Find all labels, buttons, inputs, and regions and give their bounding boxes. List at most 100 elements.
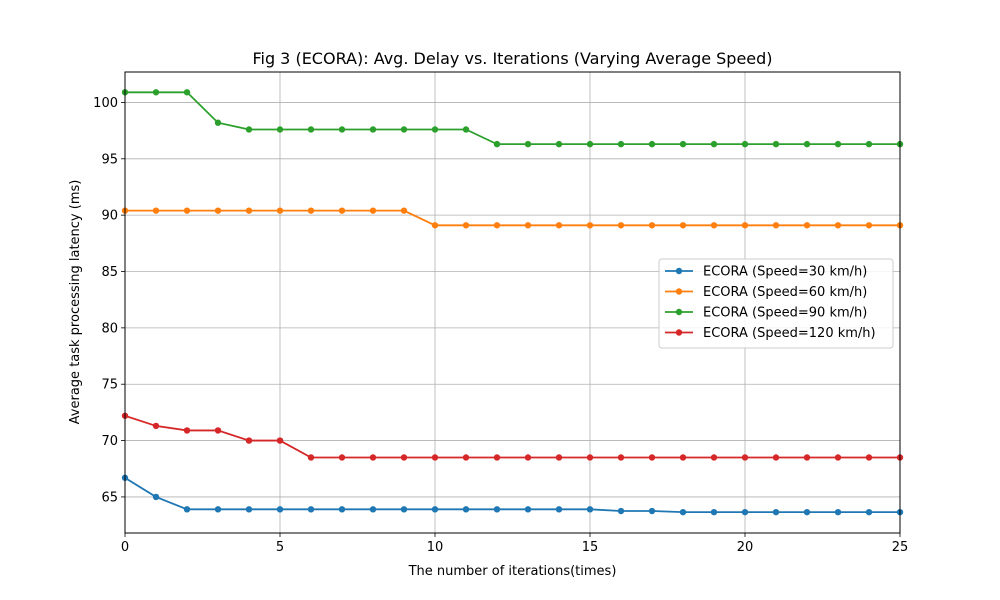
legend-item: ECORA (Speed=30 km/h) bbox=[665, 265, 867, 280]
data-point bbox=[772, 454, 780, 461]
data-point bbox=[834, 222, 842, 229]
data-point bbox=[772, 508, 780, 516]
data-point bbox=[617, 507, 625, 515]
series-1 bbox=[121, 207, 904, 229]
data-point bbox=[586, 222, 594, 229]
data-point bbox=[245, 207, 253, 214]
series-line bbox=[125, 209, 900, 227]
x-tick-label: 5 bbox=[276, 540, 284, 555]
x-tick-label: 0 bbox=[121, 540, 129, 555]
plot-frame bbox=[124, 71, 901, 534]
data-point bbox=[369, 506, 377, 513]
data-point bbox=[741, 140, 749, 148]
data-point bbox=[617, 140, 625, 148]
data-point bbox=[710, 454, 718, 461]
y-tick-label: 100 bbox=[93, 96, 118, 111]
data-point bbox=[803, 140, 811, 148]
legend-label: ECORA (Speed=30 km/h) bbox=[703, 265, 867, 280]
data-point bbox=[865, 222, 873, 229]
y-tick-label: 70 bbox=[101, 434, 118, 449]
legend-marker bbox=[675, 308, 683, 316]
data-point bbox=[245, 126, 253, 133]
x-tick-label: 15 bbox=[582, 540, 599, 555]
data-point bbox=[276, 506, 284, 513]
data-point bbox=[679, 222, 687, 229]
y-tick-label: 75 bbox=[101, 378, 118, 393]
data-point bbox=[307, 506, 315, 513]
data-point bbox=[183, 89, 191, 96]
data-point bbox=[493, 454, 501, 461]
legend-marker bbox=[675, 288, 683, 295]
data-point bbox=[803, 222, 811, 229]
data-point bbox=[555, 222, 563, 229]
data-point bbox=[648, 454, 656, 461]
data-point bbox=[183, 207, 191, 214]
data-point bbox=[710, 508, 718, 516]
legend-label: ECORA (Speed=120 km/h) bbox=[703, 326, 876, 341]
y-axis: 65 70 75 80 85 90 95 100 bbox=[93, 96, 125, 505]
y-tick-label: 65 bbox=[101, 490, 118, 505]
legend-item: ECORA (Speed=60 km/h) bbox=[665, 285, 867, 300]
chart-title: Fig 3 (ECORA): Avg. Delay vs. Iterations… bbox=[252, 49, 772, 68]
data-point bbox=[617, 222, 625, 229]
data-point bbox=[400, 126, 408, 133]
data-point bbox=[586, 140, 594, 148]
data-point bbox=[865, 140, 873, 148]
series-3 bbox=[121, 412, 904, 461]
data-point bbox=[493, 140, 501, 148]
data-point bbox=[431, 126, 439, 133]
data-point bbox=[214, 506, 222, 513]
x-tick-label: 25 bbox=[892, 540, 909, 555]
data-point bbox=[276, 207, 284, 214]
legend-label: ECORA (Speed=90 km/h) bbox=[703, 306, 867, 321]
y-tick-label: 85 bbox=[101, 265, 118, 280]
data-point bbox=[431, 506, 439, 513]
data-point bbox=[276, 437, 284, 444]
y-axis-label: Average task processing latency (ms) bbox=[68, 180, 83, 425]
data-point bbox=[214, 427, 222, 434]
data-point bbox=[834, 454, 842, 461]
data-point bbox=[462, 126, 470, 133]
data-point bbox=[555, 140, 563, 148]
data-point bbox=[431, 222, 439, 229]
x-tick-label: 10 bbox=[427, 540, 444, 555]
data-point bbox=[307, 126, 315, 133]
data-point bbox=[214, 119, 222, 126]
data-point bbox=[524, 140, 532, 148]
data-point bbox=[369, 207, 377, 214]
data-point bbox=[865, 454, 873, 461]
data-point bbox=[369, 126, 377, 133]
data-point bbox=[152, 207, 160, 214]
data-point bbox=[152, 89, 160, 96]
data-point bbox=[462, 454, 470, 461]
series-line bbox=[124, 414, 900, 459]
data-point bbox=[586, 506, 594, 513]
legend-marker bbox=[675, 267, 683, 275]
data-point bbox=[648, 507, 656, 515]
data-point bbox=[338, 506, 346, 513]
data-point bbox=[183, 506, 191, 513]
data-point bbox=[524, 506, 532, 513]
y-tick-label: 90 bbox=[101, 209, 118, 224]
series-0 bbox=[121, 474, 904, 516]
data-point bbox=[679, 140, 687, 148]
legend-marker bbox=[675, 329, 683, 336]
data-point bbox=[803, 454, 811, 461]
series-line bbox=[125, 91, 900, 146]
data-point bbox=[276, 126, 284, 133]
data-point bbox=[741, 454, 749, 461]
series-line bbox=[124, 477, 900, 514]
series-2 bbox=[121, 89, 904, 148]
data-point bbox=[245, 506, 253, 513]
data-point bbox=[369, 454, 377, 461]
data-point bbox=[307, 454, 315, 461]
data-point bbox=[400, 207, 408, 214]
legend-item: ECORA (Speed=90 km/h) bbox=[665, 306, 867, 321]
data-point bbox=[245, 437, 253, 444]
data-point bbox=[152, 493, 160, 501]
data-point bbox=[555, 506, 563, 513]
series-layer bbox=[121, 89, 904, 516]
y-tick-label: 80 bbox=[101, 321, 118, 336]
data-point bbox=[834, 140, 842, 148]
